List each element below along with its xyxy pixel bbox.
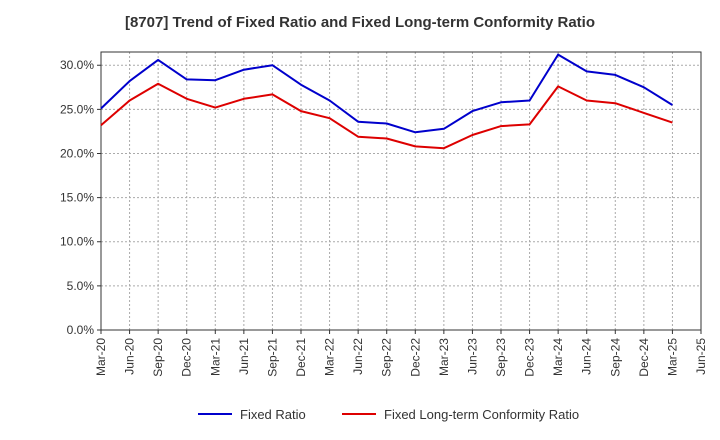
x-tick-label: Jun-20 (123, 338, 137, 375)
y-tick-label: 0.0% (67, 323, 95, 337)
x-tick-label: Mar-24 (551, 338, 565, 376)
x-tick-label: Mar-21 (208, 338, 222, 376)
x-tick-label: Jun-21 (237, 338, 251, 375)
x-tick-label: Sep-20 (151, 338, 165, 377)
x-tick-label: Dec-22 (408, 338, 422, 377)
x-tick-label: Mar-22 (323, 338, 337, 376)
y-tick-label: 30.0% (60, 58, 94, 72)
x-tick-label: Dec-23 (523, 338, 537, 377)
x-tick-label: Jun-22 (351, 338, 365, 375)
legend-label-2: Fixed Long-term Conformity Ratio (384, 407, 579, 422)
y-tick-label: 5.0% (67, 279, 95, 293)
x-tick-label: Sep-22 (380, 338, 394, 377)
legend-label-1: Fixed Ratio (240, 407, 306, 422)
x-tick-label: Sep-23 (494, 338, 508, 377)
x-tick-label: Sep-21 (265, 338, 279, 377)
x-tick-label: Mar-20 (94, 338, 108, 376)
chart-title: [8707] Trend of Fixed Ratio and Fixed Lo… (124, 14, 596, 31)
plot-frame (100, 51, 702, 331)
x-tick-label: Jun-23 (465, 338, 479, 375)
x-tick-label: Dec-20 (180, 338, 194, 377)
y-tick-label: 20.0% (60, 146, 94, 160)
y-tick-label: 10.0% (60, 235, 94, 249)
x-tick-label: Mar-25 (665, 338, 679, 376)
x-tick-label: Mar-23 (437, 338, 451, 376)
x-tick-label: Jun-24 (580, 338, 594, 375)
series-line-2 (100, 82, 673, 150)
x-tick-label: Jun-25 (694, 338, 708, 375)
series-line-1 (100, 53, 673, 134)
x-tick-label: Dec-21 (294, 338, 308, 377)
y-tick-label: 25.0% (60, 102, 94, 116)
x-tick-label: Sep-24 (608, 338, 622, 377)
y-tick-label: 15.0% (60, 191, 94, 205)
x-tick-label: Dec-24 (637, 338, 651, 377)
